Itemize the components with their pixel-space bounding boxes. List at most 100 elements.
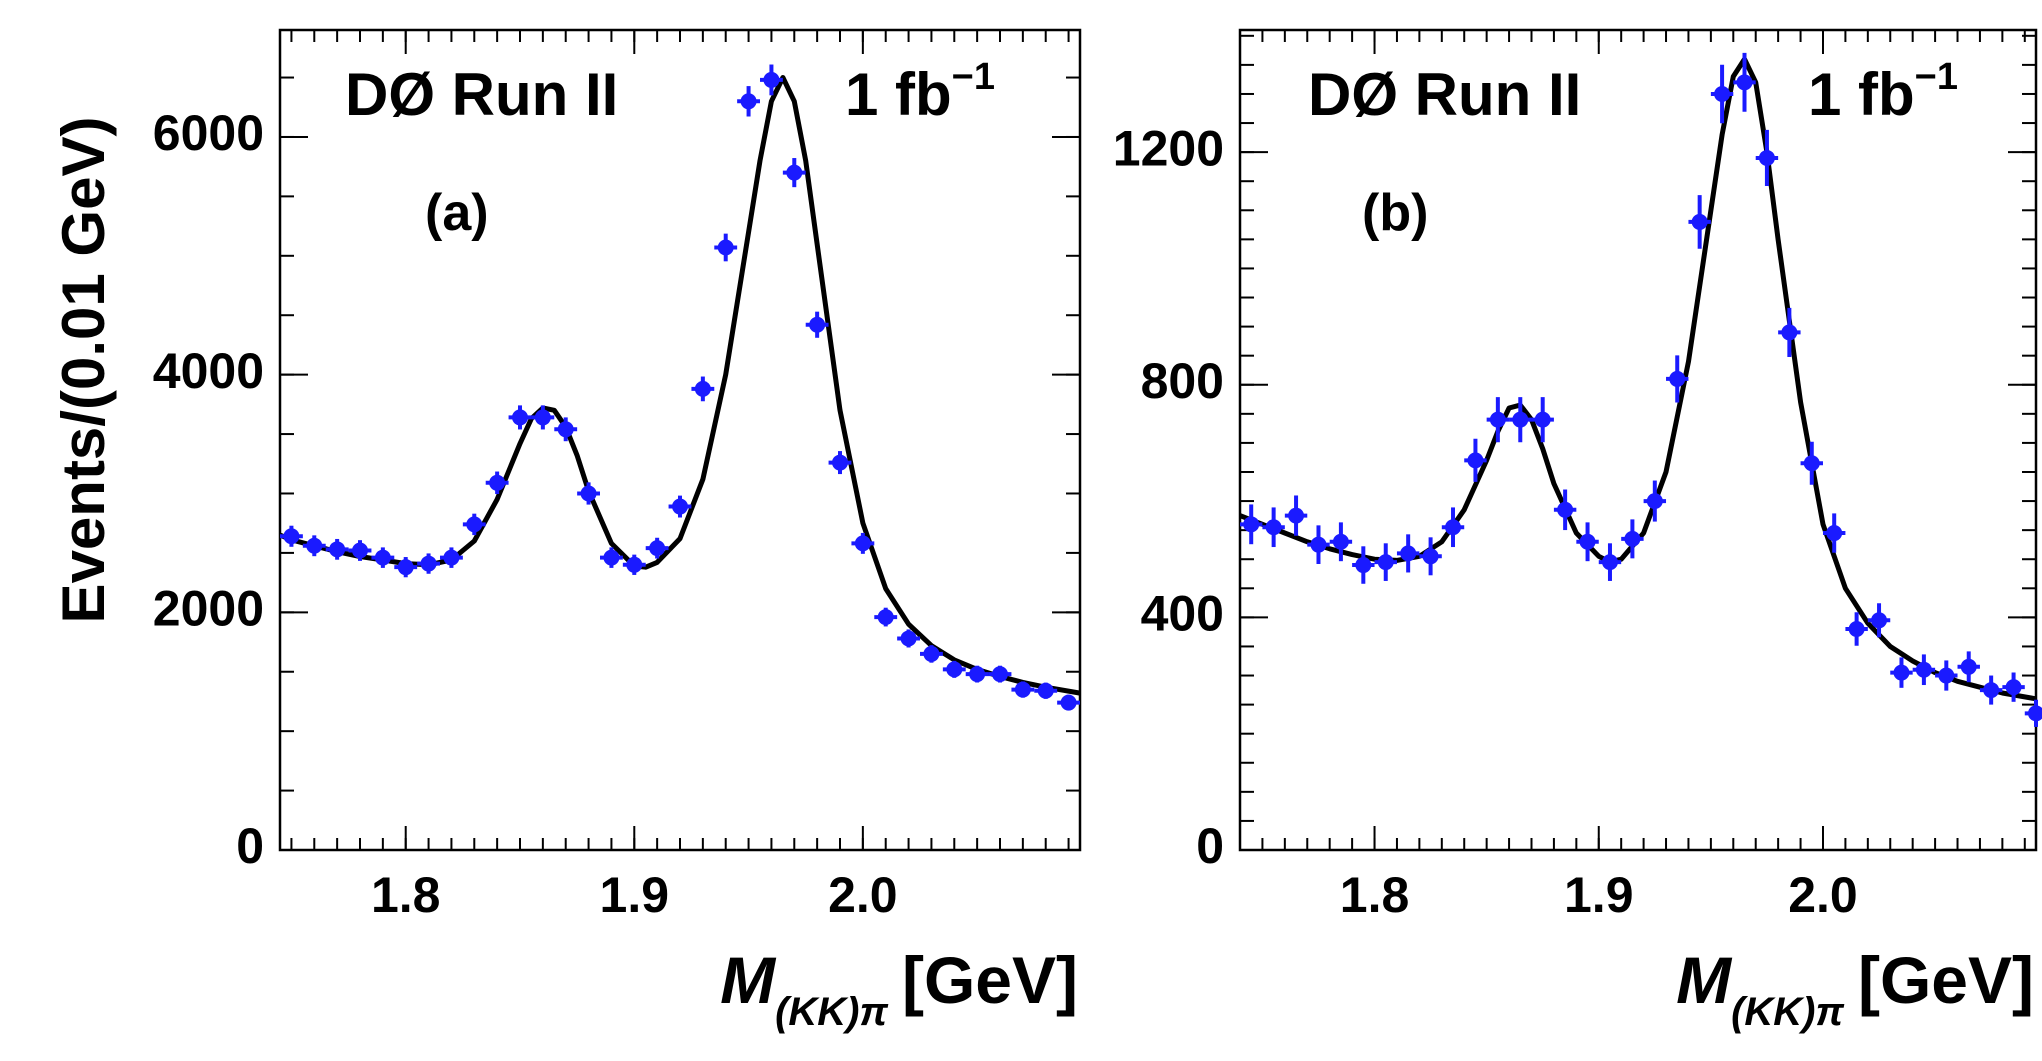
data-point-b <box>1579 533 1596 550</box>
tick-labels-a: 1.8 1.9 2.0 0 2000 4000 6000 <box>153 105 898 923</box>
data-point-a <box>352 542 368 559</box>
data-point-b <box>2028 705 2042 722</box>
ticks-b <box>1239 30 2036 851</box>
y-axis-title: Events/(0.01 GeV) <box>50 117 117 624</box>
y-tick-label-a: 2000 <box>153 581 264 637</box>
data-point-b <box>1691 213 1708 230</box>
data-point-b <box>1983 682 2000 699</box>
data-point-b <box>1265 519 1282 536</box>
data-point-b <box>1624 530 1641 547</box>
x-tick-label-a: 1.8 <box>371 867 441 923</box>
data-point-b <box>1646 493 1663 510</box>
data-point-a <box>694 380 711 397</box>
data-point-a <box>557 421 574 438</box>
luminosity-label-a: 1 fb−1 <box>845 56 995 128</box>
data-point-b <box>1332 533 1349 550</box>
x-axis-unit-b: [GeV] <box>1858 943 2034 1017</box>
experiment-label-a: DØ Run II <box>345 61 618 128</box>
experiment-label-b: DØ Run II <box>1308 61 1581 128</box>
x-axis-subscript-a: (KK)π <box>775 990 888 1034</box>
data-point-a <box>763 71 780 88</box>
data-point-b <box>1243 516 1260 533</box>
data-point-a <box>786 164 803 181</box>
data-point-a <box>672 498 688 515</box>
ticks-a <box>280 30 1080 851</box>
x-axis-symbol-a: M <box>720 943 777 1017</box>
x-tick-label-b: 1.8 <box>1340 867 1410 923</box>
data-point-a <box>283 528 300 545</box>
data-point-b <box>1400 545 1417 562</box>
x-axis-title-a: M(KK)π [GeV] <box>720 943 1078 1034</box>
data-point-a <box>420 555 437 572</box>
data-point-b <box>1422 548 1439 565</box>
data-point-b <box>1512 411 1529 428</box>
x-axis-symbol-b: M <box>1676 943 1733 1017</box>
data-point-b <box>1310 536 1327 553</box>
data-point-b <box>1601 554 1618 571</box>
panel-label-a: (a) <box>425 184 489 242</box>
y-tick-label-a: 4000 <box>153 343 264 399</box>
data-point-b <box>1489 411 1506 428</box>
data-point-a <box>306 537 323 554</box>
data-point-a <box>466 516 483 533</box>
data-point-b <box>1736 74 1753 91</box>
data-point-b <box>1826 525 1843 542</box>
x-axis-unit-a: [GeV] <box>902 943 1078 1017</box>
y-tick-label-a: 6000 <box>153 105 264 161</box>
x-tick-label-a: 2.0 <box>828 867 898 923</box>
y-tick-label-b: 400 <box>1141 586 1224 642</box>
data-point-b <box>2005 679 2022 696</box>
luminosity-label-b: 1 fb−1 <box>1808 56 1958 128</box>
plot-frame-b <box>1238 28 2038 852</box>
data-point-b <box>1714 85 1731 102</box>
data-point-a <box>534 409 551 426</box>
data-point-b <box>1377 554 1394 571</box>
data-point-a <box>946 661 963 678</box>
data-point-a <box>717 239 734 256</box>
data-point-a <box>969 666 986 683</box>
data-point-a <box>992 666 1008 683</box>
data-point-b <box>1758 149 1775 166</box>
luminosity-exponent-b: −1 <box>1915 56 1958 98</box>
y-tick-label-b: 800 <box>1141 353 1224 409</box>
data-point-b <box>1557 501 1574 518</box>
data-point-a <box>832 454 848 471</box>
x-axis-subscript-b: (KK)π <box>1731 990 1844 1034</box>
y-tick-label-b: 1200 <box>1113 120 1224 176</box>
panel-b: 1.8 1.9 2.0 0 400 800 1200 DØ Run II 1 fb−1 (b… <box>1113 28 2042 1034</box>
data-point-b <box>1803 455 1820 472</box>
data-point-b <box>1960 658 1977 675</box>
data-point-a <box>809 316 826 333</box>
data-point-b <box>1669 370 1686 387</box>
data-point-b <box>1355 557 1372 574</box>
data-point-b <box>1871 612 1888 629</box>
data-point-a <box>854 535 871 552</box>
data-point-b <box>1781 324 1798 341</box>
data-point-a <box>443 549 460 566</box>
data-point-b <box>1938 667 1955 684</box>
data-point-a <box>877 609 894 626</box>
data-point-a <box>900 630 917 647</box>
data-point-a <box>626 556 643 573</box>
luminosity-exponent-a: −1 <box>952 56 995 98</box>
data-point-b <box>1915 661 1932 678</box>
data-point-a <box>1014 681 1031 698</box>
data-point-a <box>580 485 597 502</box>
data-point-a <box>1060 694 1077 711</box>
data-point-a <box>512 409 528 426</box>
fit-curve-a <box>279 75 1081 696</box>
x-tick-label-b: 1.9 <box>1564 867 1634 923</box>
data-points-b <box>1240 52 2042 727</box>
data-point-a <box>649 540 666 557</box>
data-point-a <box>923 645 940 662</box>
data-point-a <box>740 93 757 110</box>
data-point-a <box>374 549 391 566</box>
data-point-b <box>1893 664 1910 681</box>
y-tick-label-a: 0 <box>236 818 264 874</box>
panel-label-b: (b) <box>1362 184 1428 242</box>
data-point-b <box>1534 411 1551 428</box>
fit-curve-b <box>1239 56 2037 702</box>
data-point-a <box>603 549 620 566</box>
